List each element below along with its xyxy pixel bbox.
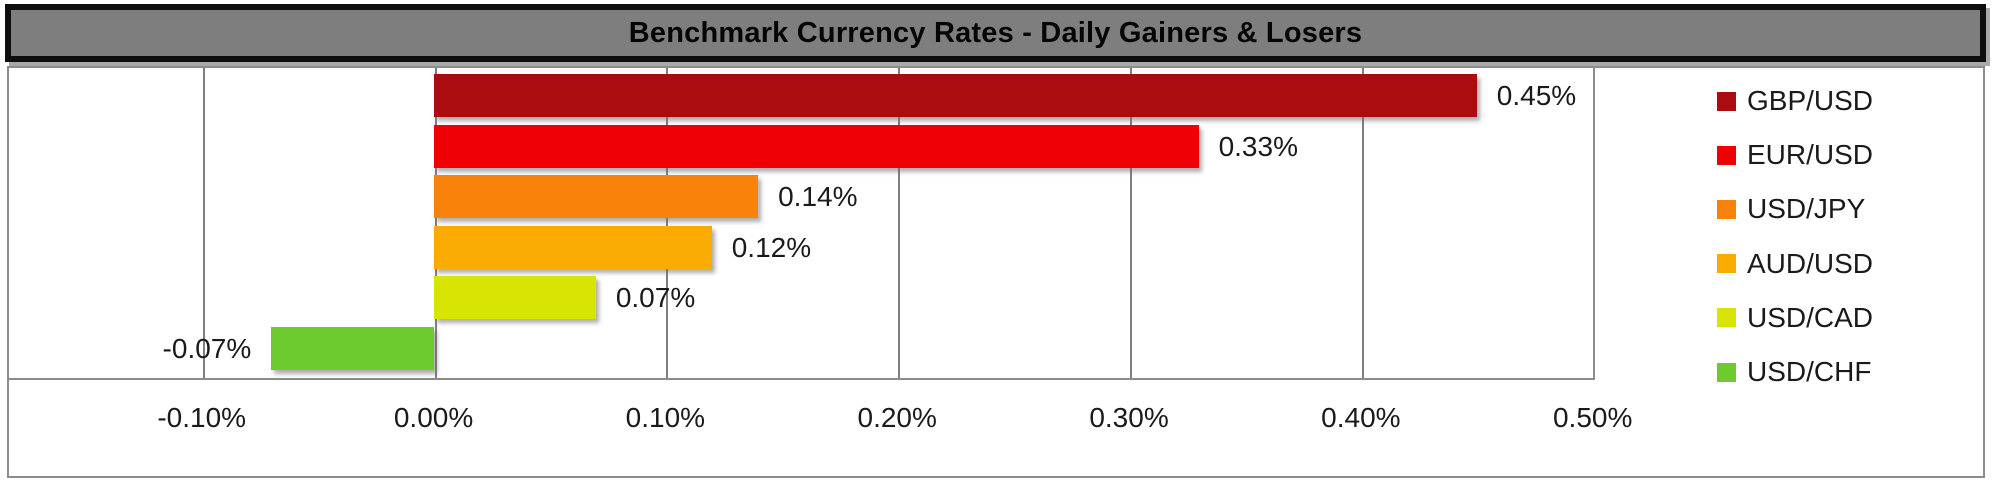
bar-usd-chf bbox=[271, 327, 434, 370]
legend-swatch-icon bbox=[1717, 362, 1736, 382]
legend-label: USD/JPY bbox=[1747, 193, 1866, 225]
legend-item-gbp-usd: GBP/USD bbox=[1717, 84, 1873, 118]
bar-value-label-usd-jpy: 0.14% bbox=[778, 181, 858, 213]
zero-axis-line bbox=[434, 68, 437, 378]
bar-value-label-eur-usd: 0.33% bbox=[1218, 130, 1298, 162]
legend-swatch-icon bbox=[1717, 145, 1736, 165]
bar-gbp-usd bbox=[433, 74, 1477, 117]
legend-item-usd-jpy: USD/JPY bbox=[1717, 192, 1865, 226]
bar-value-label-usd-cad: 0.07% bbox=[615, 282, 696, 314]
legend-swatch-icon bbox=[1717, 254, 1736, 274]
x-tick-label: -0.10% bbox=[157, 402, 247, 433]
bar-aud-usd bbox=[433, 225, 712, 269]
gridline bbox=[1130, 68, 1133, 378]
bar-eur-usd bbox=[433, 124, 1199, 168]
chart-title-bar: Benchmark Currency Rates - Daily Gainers… bbox=[5, 4, 1986, 62]
x-tick-label: 0.30% bbox=[1089, 402, 1169, 433]
bar-value-label-usd-chf: -0.07% bbox=[162, 333, 252, 364]
legend-item-eur-usd: EUR/USD bbox=[1717, 138, 1873, 172]
x-tick-label: 0.50% bbox=[1552, 402, 1633, 433]
legend-item-usd-chf: USD/CHF bbox=[1717, 355, 1871, 389]
legend-swatch-icon bbox=[1717, 308, 1736, 328]
legend-label: GBP/USD bbox=[1747, 85, 1874, 116]
gridline bbox=[202, 68, 205, 378]
x-tick-label: 0.10% bbox=[625, 402, 706, 433]
legend-label: AUD/USD bbox=[1747, 247, 1874, 279]
legend-swatch-icon bbox=[1717, 91, 1736, 111]
gridline bbox=[666, 68, 669, 378]
bar-usd-cad bbox=[433, 276, 596, 320]
legend-label: EUR/USD bbox=[1747, 139, 1874, 171]
legend-swatch-icon bbox=[1717, 199, 1736, 219]
legend-label: USD/CAD bbox=[1747, 301, 1874, 333]
x-tick-label: 0.00% bbox=[393, 402, 474, 433]
legend-item-aud-usd: AUD/USD bbox=[1717, 247, 1873, 281]
bar-value-label-gbp-usd: 0.45% bbox=[1496, 80, 1577, 111]
legend-item-usd-cad: USD/CAD bbox=[1717, 301, 1873, 335]
legend-label: USD/CHF bbox=[1747, 356, 1872, 387]
bar-usd-jpy bbox=[433, 175, 759, 219]
gridline bbox=[898, 68, 901, 378]
x-tick-label: 0.20% bbox=[857, 402, 937, 433]
x-tick-label: 0.40% bbox=[1321, 402, 1401, 433]
bar-value-label-aud-usd: 0.12% bbox=[731, 231, 812, 263]
gridline bbox=[1361, 68, 1364, 378]
chart-title: Benchmark Currency Rates - Daily Gainers… bbox=[628, 16, 1363, 49]
